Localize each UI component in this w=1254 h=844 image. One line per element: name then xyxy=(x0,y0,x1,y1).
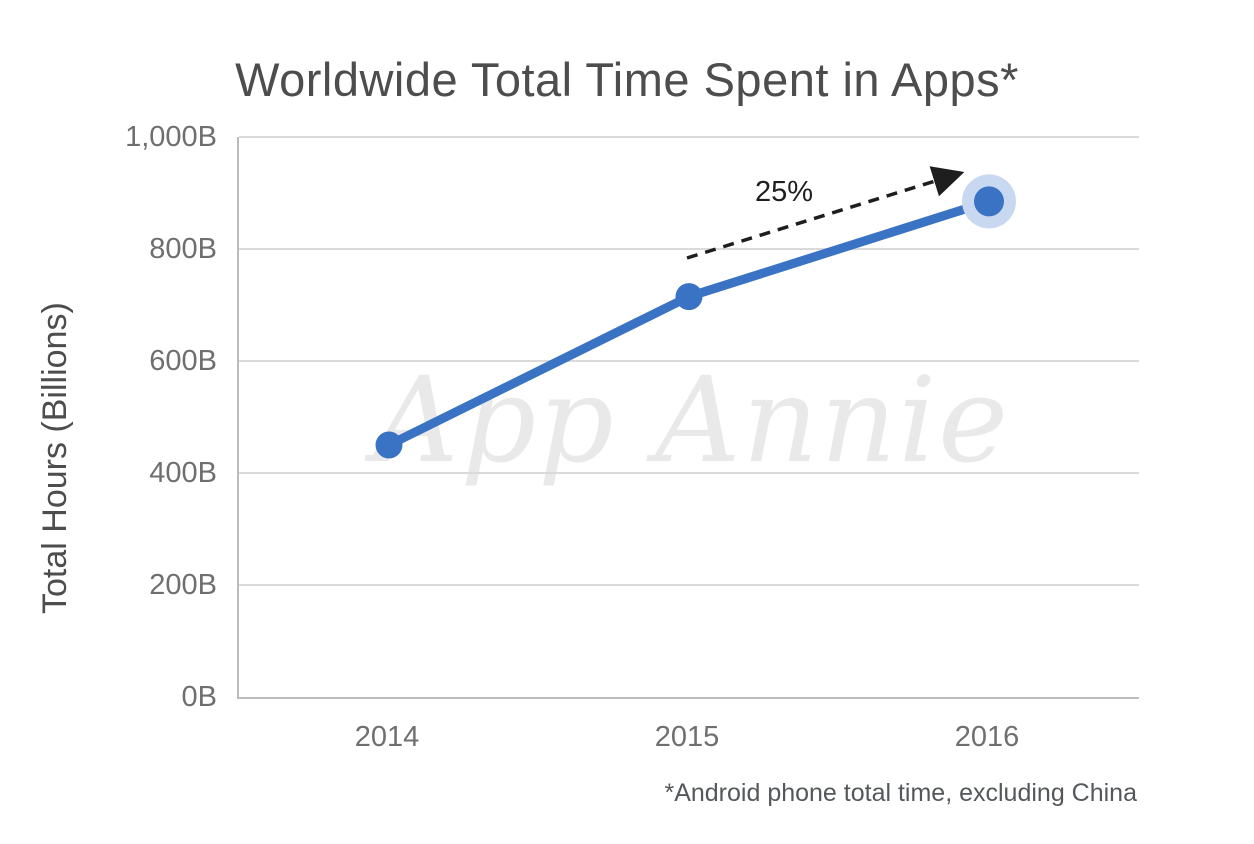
data-point-2015 xyxy=(675,283,703,311)
trend-line xyxy=(384,196,994,450)
plot-area: App Annie 25% xyxy=(237,136,1139,699)
y-tick-label: 0B xyxy=(181,681,217,713)
data-point-2016 xyxy=(974,186,1004,217)
growth-annotation: 25% xyxy=(755,176,813,208)
chart-svg: 25% xyxy=(239,136,1139,586)
y-tick-label: 800B xyxy=(149,233,217,265)
y-tick-label: 600B xyxy=(149,345,217,377)
x-tick-label: 2016 xyxy=(954,721,1020,753)
watermark: App Annie xyxy=(373,350,1010,489)
x-tick-label: 2015 xyxy=(654,721,720,753)
footnote: *Android phone total time, excluding Chi… xyxy=(664,779,1137,807)
y-tick-label: 400B xyxy=(149,457,217,489)
growth-arrow xyxy=(686,166,965,260)
x-tick-label: 2014 xyxy=(354,721,420,753)
y-tick-label: 200B xyxy=(149,569,217,601)
y-tick-label: 1,000B xyxy=(125,121,217,153)
chart-title: Worldwide Total Time Spent in Apps* xyxy=(235,53,1019,106)
data-point-2014 xyxy=(375,431,403,459)
